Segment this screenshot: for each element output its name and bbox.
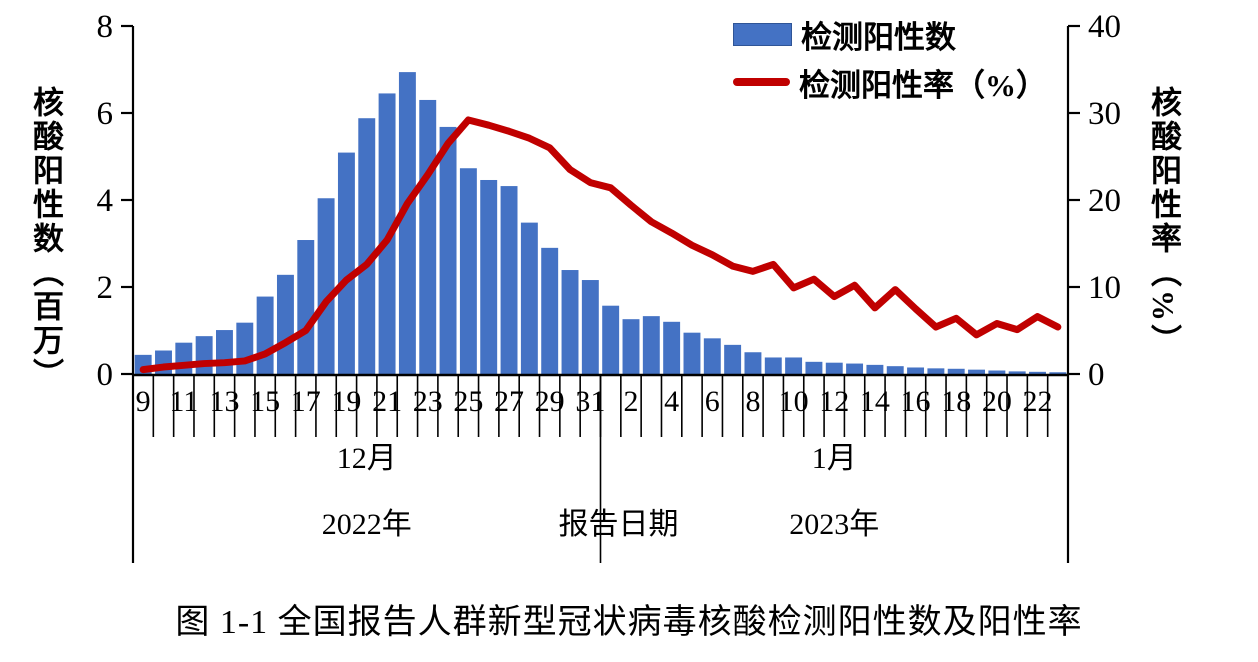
- axis-label: 22: [1023, 385, 1053, 418]
- bar-1/5: [683, 332, 701, 374]
- bar-1/12: [825, 362, 843, 374]
- axis-label: 40: [1088, 9, 1121, 45]
- axis-label: 12月: [337, 442, 397, 475]
- bar-12/12: [195, 336, 213, 374]
- bar-1/9: [764, 357, 782, 374]
- bar-12/18: [317, 198, 335, 374]
- figure-caption: 图 1-1 全国报告人群新型冠状病毒核酸检测阳性数及阳性率: [175, 604, 1083, 641]
- axis-label: 20: [1088, 183, 1121, 219]
- bar-1/16: [907, 367, 925, 374]
- axis-label: 13: [209, 385, 239, 418]
- bar-12/23: [419, 99, 437, 374]
- axis-label: 23: [413, 385, 443, 418]
- axis-label: 1月: [812, 442, 857, 475]
- bar-1/6: [703, 338, 721, 374]
- axis-label: 15: [250, 385, 280, 418]
- bar-1/20: [988, 370, 1006, 374]
- bar-12/16: [276, 274, 294, 374]
- axis-label: 6: [705, 385, 720, 418]
- axis-label: 8: [97, 9, 114, 45]
- bar-12/27: [500, 186, 518, 374]
- axis-label: 2022年: [322, 508, 412, 541]
- legend-label-positive-count: 检测阳性数: [801, 19, 956, 55]
- bar-1/21: [1008, 371, 1026, 374]
- bar-1/3: [642, 316, 660, 374]
- axis-label: 16: [901, 385, 931, 418]
- axis-label: 2023年: [789, 508, 879, 541]
- bar-1/19: [968, 369, 985, 374]
- axis-label: 6: [97, 96, 114, 132]
- bar-1/23: [1049, 372, 1067, 374]
- axis-label: 0: [97, 357, 114, 393]
- legend: 检测阳性数 检测阳性率（%）: [733, 10, 1047, 106]
- bar-12/31: [581, 280, 599, 374]
- axis-label: 25: [453, 385, 483, 418]
- bar-1/22: [1029, 371, 1046, 374]
- axis-label: 0: [1088, 357, 1105, 393]
- bar-1/18: [947, 368, 965, 374]
- bar-1/7: [724, 344, 742, 375]
- bar-12/20: [358, 118, 376, 374]
- axis-label: 10: [1088, 270, 1121, 306]
- right-axis: 0 10 20 30 40: [1068, 9, 1121, 393]
- positive-rate-line: [139, 116, 1062, 374]
- left-axis-title: 核酸阳性数（百万）: [28, 86, 63, 392]
- axis-label: 报告日期: [559, 508, 679, 541]
- axis-label: 29: [535, 385, 565, 418]
- bar-1/13: [846, 363, 864, 374]
- axis-label: 2: [97, 270, 114, 306]
- axis-label: 8: [745, 385, 760, 418]
- bar-12/22: [398, 72, 416, 375]
- axis-label: 2: [623, 385, 638, 418]
- legend-label-positive-rate: 检测阳性率（%）: [799, 67, 1047, 103]
- axis-label: 12: [819, 385, 849, 418]
- bar-12/26: [480, 179, 498, 374]
- axis-label: 18: [941, 385, 971, 418]
- axes-lines: [131, 26, 1070, 563]
- bar-1/14: [866, 364, 884, 374]
- legend-item-positive-rate: 检测阳性率（%）: [733, 58, 1047, 106]
- axis-label: 10: [779, 385, 809, 418]
- bar-1/15: [886, 366, 904, 374]
- bar-1/2: [622, 319, 640, 374]
- bar-12/13: [216, 330, 233, 374]
- bar-12/24: [439, 126, 457, 374]
- line-series-swatch: [733, 78, 790, 86]
- axis-label: 20: [982, 385, 1012, 418]
- chart-canvas: 9 11 13 15 17 19 21 23 25 27 29 31 2 4 6 8 10 12 14 16 18 20 2…: [97, 9, 1121, 563]
- axis-label: 4: [97, 183, 114, 219]
- bar-12/17: [297, 240, 315, 374]
- left-axis: 0 2 4 6 8: [97, 9, 133, 393]
- bar-12/25: [459, 168, 477, 374]
- axis-label: 17: [291, 385, 321, 418]
- axis-label: 4: [664, 385, 679, 418]
- bar-series-swatch: [733, 22, 792, 46]
- bar-1/8: [744, 352, 762, 374]
- bar-12/14: [236, 322, 254, 374]
- axis-label: 27: [494, 385, 524, 418]
- axis-label: 14: [860, 385, 890, 418]
- bar-12/19: [337, 152, 355, 374]
- bar-1/11: [805, 361, 823, 374]
- legend-item-positive-count: 检测阳性数: [733, 10, 1047, 58]
- x-axis: 9 11 13 15 17 19 21 23 25 27 29 31 2 4 6 8 10 12 14 16 18 20 2…: [132, 375, 1069, 563]
- bar-1/4: [663, 321, 681, 374]
- bar-1/10: [785, 357, 803, 374]
- axis-label: 19: [331, 385, 361, 418]
- axis-label: 30: [1088, 96, 1121, 132]
- bar-1/17: [927, 368, 945, 375]
- bar-12/30: [561, 270, 579, 374]
- bar-12/28: [520, 222, 538, 374]
- right-axis-title: 核酸阳性率（%）: [1146, 86, 1181, 358]
- axis-label: 11: [169, 385, 198, 418]
- bar-1/1: [602, 305, 620, 374]
- axis-label: 21: [372, 385, 402, 418]
- axis-label: 31: [575, 385, 605, 418]
- bar-12/15: [256, 296, 274, 374]
- axis-label: 9: [136, 385, 151, 418]
- bar-12/29: [541, 247, 559, 374]
- bars-group: [134, 72, 1067, 375]
